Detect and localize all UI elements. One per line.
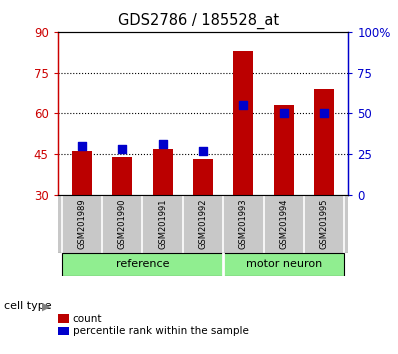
Text: percentile rank within the sample: percentile rank within the sample	[73, 326, 249, 336]
Text: GSM201994: GSM201994	[279, 198, 288, 249]
Text: cell type: cell type	[4, 301, 52, 311]
Text: GSM201991: GSM201991	[158, 198, 167, 249]
Text: ▶: ▶	[42, 301, 50, 311]
Bar	[62, 253, 223, 276]
Text: GSM201990: GSM201990	[118, 198, 127, 249]
Bar	[72, 151, 92, 195]
Point	[240, 102, 246, 108]
Point	[281, 110, 287, 116]
Text: GSM201993: GSM201993	[239, 198, 248, 249]
Point	[200, 148, 206, 154]
Point	[119, 146, 125, 152]
Text: GSM201995: GSM201995	[320, 198, 328, 249]
Bar	[314, 89, 334, 195]
Bar	[233, 51, 254, 195]
Text: GDS2786 / 185528_at: GDS2786 / 185528_at	[119, 12, 279, 29]
Text: count: count	[73, 314, 102, 324]
Bar	[193, 159, 213, 195]
Point	[79, 143, 85, 149]
Bar	[223, 253, 344, 276]
Text: reference: reference	[116, 259, 169, 269]
Bar	[152, 149, 173, 195]
Point	[321, 110, 327, 116]
Bar	[273, 105, 294, 195]
Text: GSM201989: GSM201989	[78, 198, 86, 249]
Bar	[112, 157, 133, 195]
Text: GSM201992: GSM201992	[199, 198, 207, 249]
Text: motor neuron: motor neuron	[246, 259, 322, 269]
Point	[160, 141, 166, 147]
